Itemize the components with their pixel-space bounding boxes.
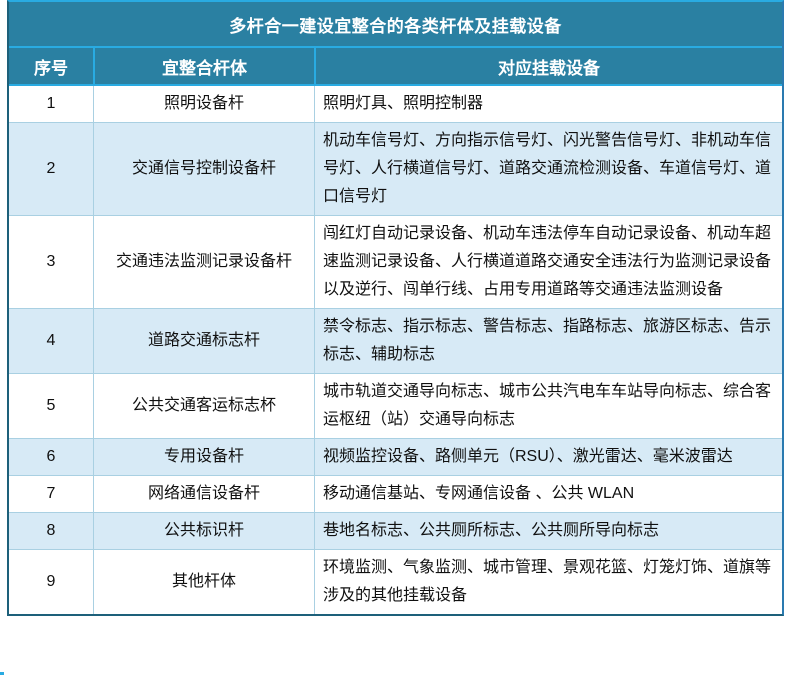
pole-type-cell: 专用设备杆 (93, 439, 314, 475)
table-row: 7 网络通信设备杆 移动通信基站、专网通信设备 、公共 WLAN (9, 475, 782, 512)
table-body: 1 照明设备杆 照明灯具、照明控制器 2 交通信号控制设备杆 机动车信号灯、方向… (9, 86, 782, 614)
pole-type-cell: 网络通信设备杆 (93, 476, 314, 512)
column-header-mounted-devices: 对应挂载设备 (314, 48, 782, 84)
serial-number-cell: 9 (46, 573, 56, 590)
integration-table: 多杆合一建设宜整合的各类杆体及挂载设备 序号 宜整合杆体 对应挂载设备 1 照明… (7, 0, 784, 616)
table-row: 9 其他杆体 环境监测、气象监测、城市管理、景观花篮、灯笼灯饰、道旗等涉及的其他… (9, 549, 782, 614)
column-header-serial-number: 序号 (34, 58, 68, 78)
stray-mark (0, 672, 4, 675)
serial-number-cell: 5 (46, 397, 56, 414)
pole-type-cell: 公共标识杆 (93, 513, 314, 549)
pole-type-cell: 交通信号控制设备杆 (93, 123, 314, 215)
mounted-devices-cell: 照明灯具、照明控制器 (314, 86, 782, 122)
table-row: 5 公共交通客运标志杯 城市轨道交通导向标志、城市公共汽电车车站导向标志、综合客… (9, 373, 782, 438)
mounted-devices-cell: 环境监测、气象监测、城市管理、景观花篮、灯笼灯饰、道旗等涉及的其他挂载设备 (314, 550, 782, 614)
pole-type-cell: 其他杆体 (93, 550, 314, 614)
mounted-devices-cell: 城市轨道交通导向标志、城市公共汽电车车站导向标志、综合客运枢纽（站）交通导向标志 (314, 374, 782, 438)
table-header-row: 序号 宜整合杆体 对应挂载设备 (9, 46, 782, 86)
table-title: 多杆合一建设宜整合的各类杆体及挂载设备 (9, 2, 782, 46)
serial-number-cell: 8 (46, 522, 56, 539)
table-row: 1 照明设备杆 照明灯具、照明控制器 (9, 86, 782, 122)
serial-number-cell: 2 (46, 160, 56, 177)
table-row: 4 道路交通标志杆 禁令标志、指示标志、警告标志、指路标志、旅游区标志、告示标志… (9, 308, 782, 373)
table-row: 6 专用设备杆 视频监控设备、路侧单元（RSU）、激光雷达、毫米波雷达 (9, 438, 782, 475)
pole-type-cell: 照明设备杆 (93, 86, 314, 122)
serial-number-cell: 1 (46, 95, 56, 112)
mounted-devices-cell: 巷地名标志、公共厕所标志、公共厕所导向标志 (314, 513, 782, 549)
column-header-pole-type: 宜整合杆体 (93, 48, 314, 84)
table-row: 3 交通违法监测记录设备杆 闯红灯自动记录设备、机动车违法停车自动记录设备、机动… (9, 215, 782, 308)
mounted-devices-cell: 视频监控设备、路侧单元（RSU）、激光雷达、毫米波雷达 (314, 439, 782, 475)
serial-number-cell: 4 (46, 332, 56, 349)
pole-type-cell: 交通违法监测记录设备杆 (93, 216, 314, 308)
pole-type-cell: 公共交通客运标志杯 (93, 374, 314, 438)
serial-number-cell: 3 (46, 253, 56, 270)
table-row: 2 交通信号控制设备杆 机动车信号灯、方向指示信号灯、闪光警告信号灯、非机动车信… (9, 122, 782, 215)
serial-number-cell: 6 (46, 448, 56, 465)
pole-type-cell: 道路交通标志杆 (93, 309, 314, 373)
mounted-devices-cell: 移动通信基站、专网通信设备 、公共 WLAN (314, 476, 782, 512)
serial-number-cell: 7 (46, 485, 56, 502)
mounted-devices-cell: 闯红灯自动记录设备、机动车违法停车自动记录设备、机动车超速监测记录设备、人行横道… (314, 216, 782, 308)
mounted-devices-cell: 禁令标志、指示标志、警告标志、指路标志、旅游区标志、告示标志、辅助标志 (314, 309, 782, 373)
mounted-devices-cell: 机动车信号灯、方向指示信号灯、闪光警告信号灯、非机动车信号灯、人行横道信号灯、道… (314, 123, 782, 215)
table-row: 8 公共标识杆 巷地名标志、公共厕所标志、公共厕所导向标志 (9, 512, 782, 549)
